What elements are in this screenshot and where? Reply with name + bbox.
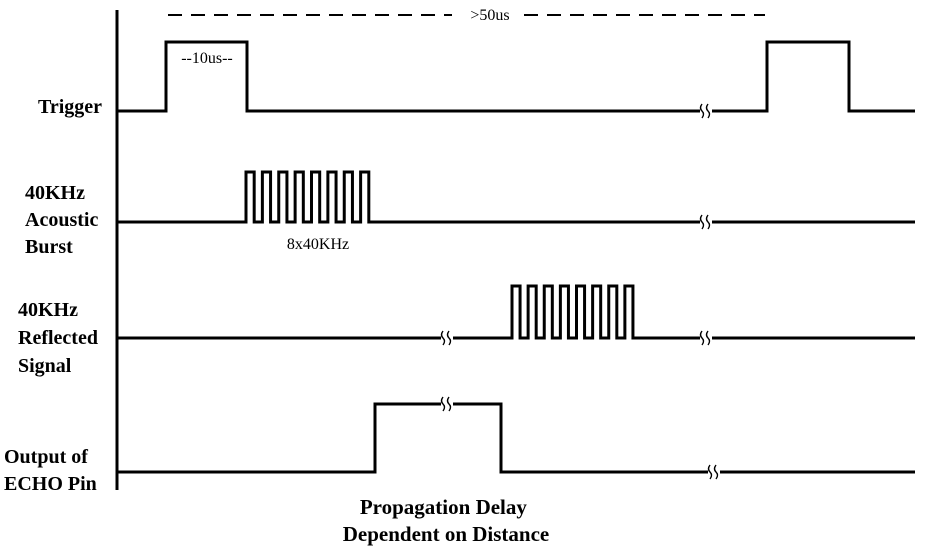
propagation-delay-caption: Propagation Delay Dependent on Distance (343, 495, 550, 546)
echo-output-label: Output of ECHO Pin (4, 446, 97, 495)
reflected-break-mark-1 (440, 330, 452, 346)
trigger-label: Trigger (38, 96, 102, 118)
echo-output-waveform (117, 396, 915, 480)
pulse-width-label: --10us-- (181, 50, 233, 67)
echo-break-mark-1 (440, 396, 452, 412)
trigger-pulse-1 (117, 40, 700, 113)
acoustic-break-mark (699, 214, 711, 230)
trigger-waveform (117, 40, 915, 119)
echo-pulse-end (453, 402, 708, 474)
reflected-signal-waveform (117, 284, 915, 346)
echo-break-mark-2 (707, 464, 719, 480)
trigger-pulse-2 (712, 40, 915, 113)
period-label: >50us (470, 7, 509, 24)
burst-count-label: 8x40KHz (287, 236, 349, 253)
acoustic-burst-trace (117, 170, 700, 224)
reflected-signal-label: 40KHz Reflected Signal (18, 299, 103, 377)
acoustic-burst-label: 40KHz Acoustic Burst (25, 182, 103, 258)
echo-pulse-start (117, 402, 441, 474)
acoustic-burst-waveform (117, 170, 915, 230)
reflected-break-mark-2 (699, 330, 711, 346)
reflected-burst-trace (453, 284, 700, 340)
trigger-break-mark (699, 103, 711, 119)
